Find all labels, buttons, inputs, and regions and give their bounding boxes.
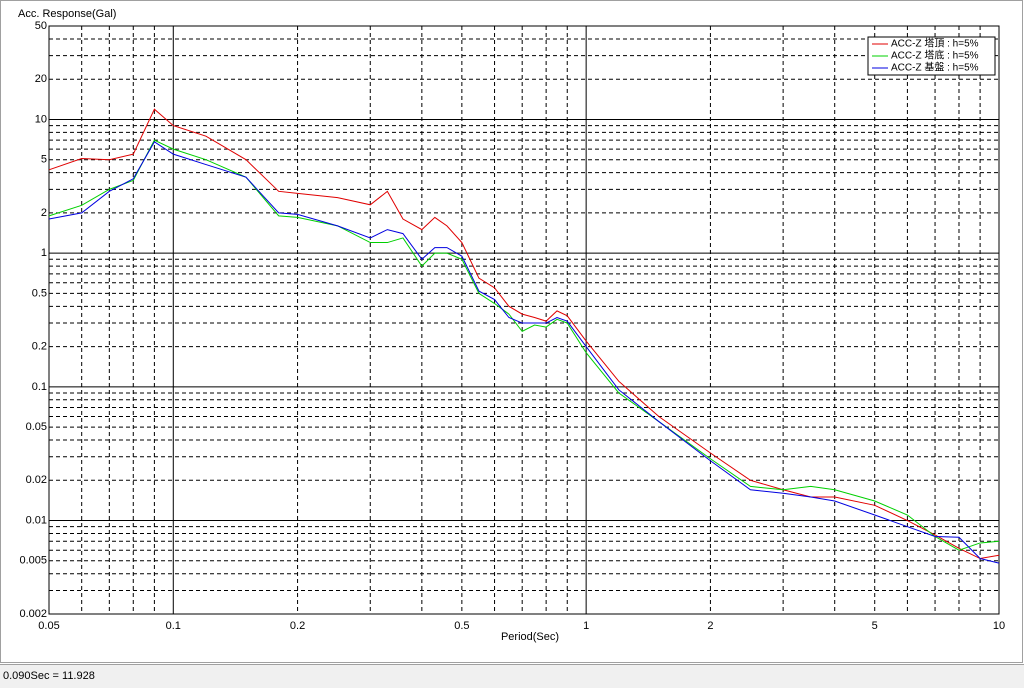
x-axis-label: Period(Sec) [501, 631, 559, 643]
y-tick-label: 5 [41, 154, 47, 166]
x-tick-label: 0.5 [454, 620, 469, 632]
y-tick-label: 2 [41, 207, 47, 219]
y-tick-label: 0.2 [32, 341, 47, 353]
status-bar: 0.090Sec = 11.928 [0, 664, 1024, 688]
y-tick-label: 1 [41, 247, 47, 259]
x-tick-label: 0.2 [290, 620, 305, 632]
x-tick-label: 0.05 [38, 620, 59, 632]
y-tick-label: 0.005 [19, 555, 47, 567]
window-frame [0, 0, 1023, 663]
y-tick-label: 50 [35, 20, 47, 32]
x-tick-label: 10 [993, 620, 1005, 632]
series-line [48, 108, 1000, 560]
series-line [48, 141, 1000, 564]
y-tick-label: 0.1 [32, 381, 47, 393]
chart: Acc. Response(Gal) Period(Sec) 0.002 0.00… [0, 0, 1023, 663]
y-tick-label: 20 [35, 73, 47, 85]
y-tick-label: 10 [35, 113, 47, 125]
y-tick-label: 0.002 [19, 608, 47, 620]
y-tick-label: 0.01 [26, 514, 47, 526]
y-tick-label: 0.02 [26, 474, 47, 486]
legend-label: ACC-Z 塔底 : h=5% [891, 49, 979, 62]
y-axis-label: Acc. Response(Gal) [18, 8, 116, 20]
plot-frame [48, 25, 1000, 615]
legend-label: ACC-Z 基盤 : h=5% [891, 61, 979, 74]
x-tick-label: 2 [707, 620, 713, 632]
legend-box [867, 36, 996, 76]
x-tick-label: 5 [872, 620, 878, 632]
x-tick-label: 1 [583, 620, 589, 632]
y-tick-label: 0.5 [32, 287, 47, 299]
y-tick-label: 0.05 [26, 421, 47, 433]
x-tick-label: 0.1 [166, 620, 181, 632]
legend-label: ACC-Z 塔頂 : h=5% [891, 37, 979, 50]
